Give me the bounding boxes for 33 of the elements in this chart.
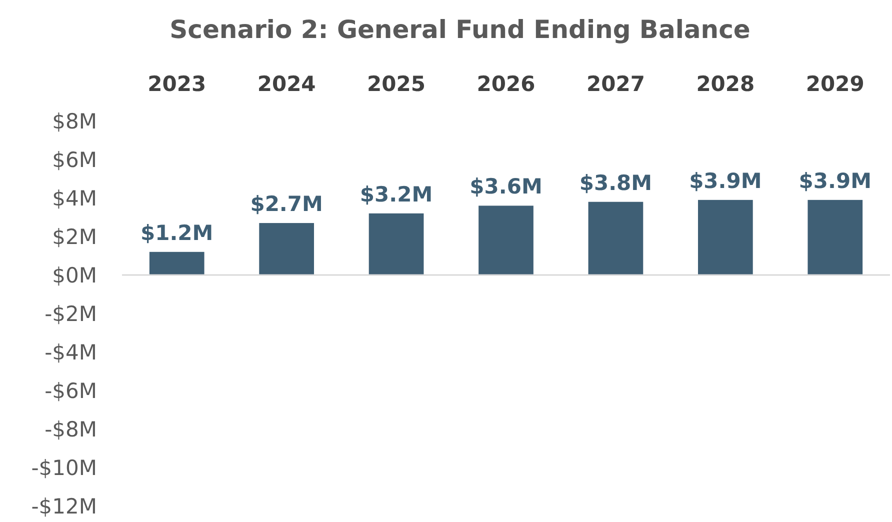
x-tick-label: 2025 (367, 72, 426, 96)
data-label: $2.7M (250, 192, 323, 216)
y-tick-label: -$6M (44, 378, 97, 403)
y-tick-label: $6M (52, 148, 97, 172)
x-tick-label: 2023 (148, 72, 206, 96)
bar (259, 223, 314, 275)
bar (149, 252, 204, 275)
x-tick-label: 2029 (806, 72, 864, 96)
x-tick-label: 2028 (696, 72, 755, 96)
y-tick-label: $4M (52, 186, 97, 210)
y-tick-label: $2M (52, 224, 97, 249)
data-label: $3.8M (579, 170, 652, 195)
data-label: $3.9M (798, 168, 872, 193)
y-tick-label: -$12M (31, 494, 97, 518)
data-label: $3.2M (360, 182, 433, 206)
y-tick-label: -$8M (44, 417, 97, 442)
bar (698, 200, 753, 275)
y-tick-label: $0M (52, 263, 97, 288)
y-tick-label: $8M (52, 109, 97, 134)
data-label: $3.6M (470, 174, 542, 199)
bar (808, 200, 863, 275)
bar (478, 206, 534, 275)
x-tick-label: 2026 (476, 72, 536, 96)
bar (588, 202, 644, 275)
chart-title: Scenario 2: General Fund Ending Balance (170, 15, 750, 44)
x-tick-label: 2024 (257, 72, 316, 96)
data-label: $1.2M (140, 220, 214, 245)
y-tick-label: -$2M (44, 302, 97, 326)
y-tick-label: -$4M (44, 340, 97, 364)
x-tick-label: 2027 (586, 72, 645, 96)
y-tick-label: -$10M (31, 456, 97, 480)
data-label: $3.9M (689, 168, 762, 193)
bar (368, 213, 424, 275)
